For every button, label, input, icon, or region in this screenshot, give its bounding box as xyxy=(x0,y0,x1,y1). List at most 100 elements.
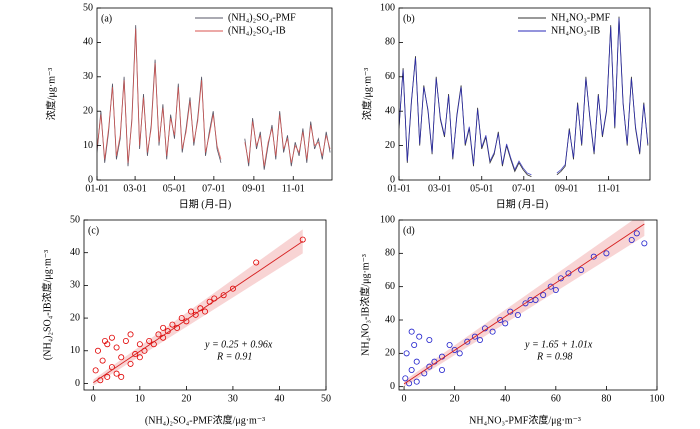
scatter-point xyxy=(118,354,125,361)
scatter-point xyxy=(118,373,125,380)
y-tick-label: 0 xyxy=(75,378,80,389)
x-tick-label: 03-01 xyxy=(123,183,146,194)
scatter-point xyxy=(127,360,134,367)
scatter-point xyxy=(408,366,415,373)
x-tick-label: 0 xyxy=(402,393,407,404)
scatter-point xyxy=(540,291,547,298)
scatter-point xyxy=(411,341,418,348)
scatter-point xyxy=(547,283,554,290)
x-tick-label: 20 xyxy=(450,393,460,404)
y-tick-label: 40 xyxy=(83,37,93,48)
scatter-point xyxy=(192,311,199,318)
scatter-point xyxy=(169,321,176,328)
axes-frame xyxy=(398,7,651,181)
x-tick-label: 05-01 xyxy=(163,183,186,194)
y-tick-label: 20 xyxy=(385,348,395,359)
y-tick-label: 0 xyxy=(88,174,93,185)
axes-frame xyxy=(398,219,658,391)
plot-area xyxy=(399,16,649,177)
scatter-point xyxy=(229,285,236,292)
y-tick-label: 40 xyxy=(70,247,80,258)
y-tick-label: 10 xyxy=(70,345,80,356)
scatter-point xyxy=(514,311,521,318)
axes-frame xyxy=(96,7,333,181)
confidence-band xyxy=(404,220,645,387)
y-tick-label: 80 xyxy=(385,37,395,48)
panel-label: (a) xyxy=(101,13,112,24)
y-tick-label: 0 xyxy=(390,381,395,392)
x-tick-label: 0 xyxy=(91,393,96,404)
annotation: y = 1.65 + 1.01x xyxy=(524,339,593,350)
y-tick-label: 50 xyxy=(83,2,93,13)
scatter-point xyxy=(456,350,463,357)
series-line xyxy=(399,16,649,177)
x-tick-label: 60 xyxy=(551,393,561,404)
x-tick-label: 100 xyxy=(650,393,665,404)
x-tick-label: 09-01 xyxy=(555,183,578,194)
x-tick-label: 40 xyxy=(274,393,284,404)
scatter-point xyxy=(178,315,185,322)
x-tick-label: 01-01 xyxy=(85,183,108,194)
scatter-point xyxy=(416,333,423,340)
annotation: R = 0.98 xyxy=(536,351,572,362)
scatter-point xyxy=(94,347,101,354)
scatter-point xyxy=(188,308,195,315)
scatter-point xyxy=(155,331,162,338)
scatter-point xyxy=(476,336,483,343)
y-tick-label: 30 xyxy=(83,71,93,82)
scatter-point xyxy=(408,328,415,335)
scatter-point xyxy=(497,316,504,323)
legend-label: (NH₄)₂SO₄-IB xyxy=(228,25,286,36)
scatter-point xyxy=(113,370,120,377)
scatter-point xyxy=(132,351,139,358)
series-line xyxy=(97,28,331,167)
scatter-point xyxy=(122,337,129,344)
scatter-point xyxy=(502,320,509,327)
x-tick-label: 11-01 xyxy=(597,183,620,194)
scatter-point xyxy=(99,357,106,364)
scatter-point xyxy=(426,336,433,343)
scatter-point xyxy=(160,324,167,331)
scatter-point xyxy=(402,375,409,382)
scatter-point xyxy=(522,300,529,307)
annotation: R = 0.91 xyxy=(216,351,252,362)
y-tick-label: 30 xyxy=(70,280,80,291)
x-tick-label: 80 xyxy=(601,393,611,404)
scatter-point xyxy=(113,344,120,351)
scatter-point xyxy=(413,378,420,385)
scatter-point xyxy=(403,350,410,357)
y-axis-label: 浓度/μg·m⁻³ xyxy=(360,68,373,121)
scatter-point xyxy=(426,363,433,370)
series-line xyxy=(97,25,331,170)
axes-frame xyxy=(83,219,327,391)
x-axis-label: (NH₄)₂SO₄-PMF浓度/μg·m⁻³ xyxy=(145,413,265,426)
x-tick-label: 07-01 xyxy=(512,183,535,194)
y-tick-label: 60 xyxy=(385,71,395,82)
x-tick-label: 09-01 xyxy=(242,183,265,194)
scatter-point xyxy=(628,236,635,243)
scatter-point xyxy=(92,367,99,374)
scatter-point xyxy=(253,259,260,266)
legend-label: NH₄NO₃-IB xyxy=(551,25,601,36)
y-tick-label: 10 xyxy=(83,140,93,151)
scatter-point xyxy=(146,337,153,344)
legend-label: (NH₄)₂SO₄-PMF xyxy=(228,12,296,23)
x-axis-label: 日期 (月-日) xyxy=(179,198,232,210)
x-axis-label: NH₄NO₃-PMF浓度/μg·m⁻³ xyxy=(469,413,581,426)
scatter-point xyxy=(104,373,111,380)
scatter-point xyxy=(451,346,458,353)
scatter-point xyxy=(136,354,143,361)
panel-label: (b) xyxy=(403,13,415,24)
scatter-point xyxy=(127,331,134,338)
y-tick-label: 40 xyxy=(385,105,395,116)
scatter-point xyxy=(413,358,420,365)
plot-area xyxy=(97,25,331,170)
scatter-point xyxy=(438,366,445,373)
x-tick-label: 40 xyxy=(500,393,510,404)
scatter-point xyxy=(446,341,453,348)
scatter-point xyxy=(633,230,640,237)
scatter-point xyxy=(104,341,111,348)
scatter-point xyxy=(641,240,648,247)
scatter-point xyxy=(603,250,610,257)
